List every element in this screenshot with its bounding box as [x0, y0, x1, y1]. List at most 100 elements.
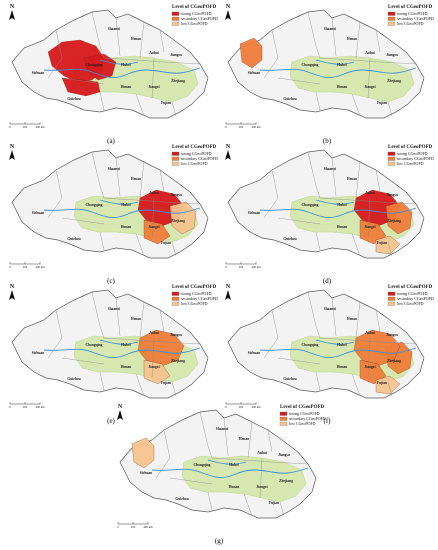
province-border [61, 357, 105, 365]
yangtze-river [207, 459, 247, 465]
highlight-region-fujian-north [375, 375, 401, 395]
province-label: Jiangsu [170, 333, 182, 337]
legend-swatch [387, 296, 396, 301]
legend-label: strong CGeoPOFD [289, 411, 320, 416]
legend-swatch [171, 156, 180, 161]
province-label: Chongqing [86, 63, 103, 67]
province-border [307, 151, 321, 199]
yangtze-river [99, 339, 139, 345]
province-border [151, 57, 155, 99]
province-border [47, 309, 63, 359]
province-label: Hubei [121, 343, 130, 347]
province-label: Sichuan [32, 71, 44, 75]
province-border [159, 169, 165, 193]
urban-belt-area [181, 455, 307, 503]
province-border [151, 197, 155, 239]
province-label: Jiangxi [364, 85, 375, 89]
province-border [91, 151, 105, 199]
province-label: Shaanxi [324, 27, 336, 31]
legend-swatch [171, 151, 180, 156]
legend-title: Level of CGeoPOFD [280, 405, 325, 410]
legend-label: low CGeoPOFD [289, 421, 316, 426]
province-border [159, 29, 165, 53]
legend-swatch [387, 21, 396, 26]
province-label: Henan [347, 177, 357, 181]
province-label: Hubei [121, 203, 130, 207]
highlight-region-jiangxi-north [143, 219, 171, 245]
svg-text:N: N [10, 4, 15, 10]
svg-text:0: 0 [9, 125, 11, 129]
yangtze-river [315, 339, 355, 345]
province-border [367, 337, 371, 379]
map-panel-f: Shaanxi Henan Sichuan Chongqing Hubei Anhui Ji… [220, 280, 434, 430]
north-arrow-icon: N [225, 4, 231, 20]
province-border [263, 169, 279, 219]
province-border [351, 373, 361, 397]
province-label: Jiangsu [278, 453, 290, 457]
province-label: Guizhou [67, 97, 80, 101]
province-border [307, 291, 321, 339]
legend-label: strong CGeoPOFD [181, 11, 212, 16]
svg-text:200: 200 [23, 265, 28, 269]
province-label: Fujian [377, 101, 387, 105]
panel-caption: (g) [214, 537, 224, 545]
province-border [99, 371, 105, 391]
province-border [259, 457, 263, 499]
legend-title: Level of CGeoPOFD [172, 5, 217, 10]
province-border [47, 29, 63, 79]
legend-swatch [171, 291, 180, 296]
province-border [387, 241, 393, 257]
highlight-region-jiangxi-north [143, 359, 171, 385]
svg-text:400 km: 400 km [251, 405, 261, 409]
province-border [99, 231, 105, 251]
legend-swatch [279, 421, 288, 426]
province-label: Hunan [121, 85, 132, 89]
legend-label: secondary CGeoPOFD [289, 416, 326, 421]
province-border [171, 381, 177, 397]
highlight-region-anhui [137, 329, 185, 367]
province-border [315, 91, 321, 111]
province-border [277, 77, 321, 85]
legend-label: strong CGeoPOFD [397, 11, 428, 16]
legend-label: low CGeoPOFD [181, 301, 208, 306]
province-label: Zhejiang [171, 219, 185, 223]
highlight-region-zhejiang [385, 201, 413, 235]
scale-bar: 0 200 400 km [9, 122, 45, 129]
legend-swatch [387, 291, 396, 296]
province-label: Anhui [149, 51, 159, 55]
province-border [367, 197, 371, 239]
yangtze-river [259, 207, 417, 219]
svg-text:400 km: 400 km [143, 525, 153, 529]
province-border [155, 429, 171, 479]
province-label: Hubei [337, 343, 346, 347]
yangtze-river [151, 467, 309, 479]
legend-swatch [279, 411, 288, 416]
province-label: Fujian [161, 381, 171, 385]
province-border [139, 301, 145, 339]
province-border [91, 291, 105, 339]
map-svg: Shaanxi Henan Sichuan Chongqing Hubei Anhui Ji… [225, 144, 434, 269]
map-svg: Shaanxi Henan Sichuan Chongqing Hubei Anhui Ji… [117, 404, 326, 529]
yangtze-river [259, 347, 417, 359]
province-label: Sichuan [248, 211, 260, 215]
province-border [277, 217, 321, 225]
legend-label: low CGeoPOFD [397, 21, 424, 26]
svg-text:0: 0 [225, 125, 227, 129]
province-border [375, 309, 381, 333]
legend-swatch [171, 11, 180, 16]
province-border [331, 17, 337, 57]
legend-label: secondary CGeoPOFD [397, 156, 434, 161]
svg-text:200: 200 [23, 405, 28, 409]
svg-text:N: N [10, 284, 15, 290]
province-border [139, 161, 145, 199]
map-svg: Shaanxi Henan Sichuan Chongqing Hubei Anhui Ji… [225, 4, 434, 129]
province-border [103, 197, 201, 205]
panel-caption: (c) [107, 277, 115, 285]
province-border [115, 297, 121, 337]
province-border [207, 491, 213, 511]
province-border [171, 241, 177, 257]
svg-text:200: 200 [239, 125, 244, 129]
province-label: Henan [347, 37, 357, 41]
